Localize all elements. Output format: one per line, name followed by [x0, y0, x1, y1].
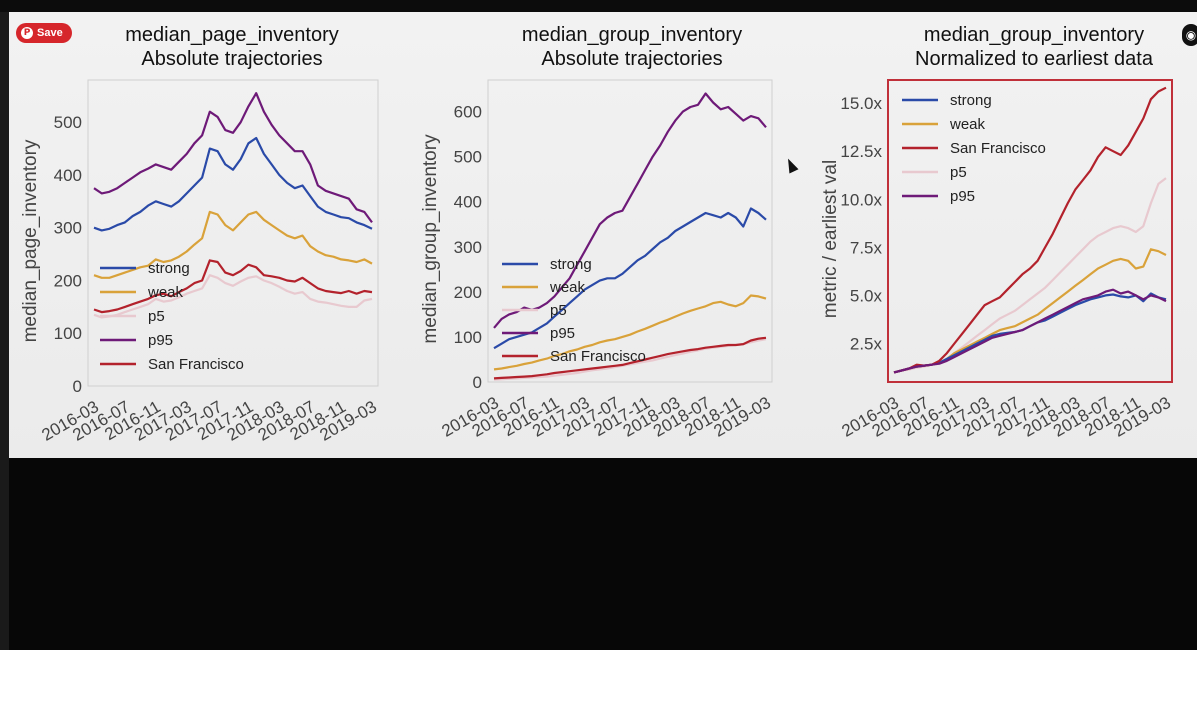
y-tick-label: 200: [454, 283, 482, 302]
series-line-strong: [893, 292, 1167, 374]
series-line-weak: [493, 294, 767, 371]
y-tick-label: 300: [54, 219, 82, 238]
pinterest-icon: P: [21, 27, 33, 39]
chart-title-line: median_page_inventory: [125, 24, 339, 46]
y-tick-label: 500: [54, 113, 82, 132]
chart-title-line: Absolute trajectories: [141, 48, 322, 70]
y-tick-label: 400: [454, 193, 482, 212]
legend-entry-label: p5: [550, 302, 567, 319]
plot-frame: [87, 79, 379, 387]
y-tick-label: 10.0x: [840, 190, 882, 209]
legend-entry-label: p5: [950, 164, 967, 181]
series-line-p95: [893, 288, 1167, 374]
chart-title-line: Absolute trajectories: [541, 48, 722, 70]
plot-frame: [887, 79, 1173, 383]
legend-entry-label: p95: [950, 188, 975, 205]
y-tick-label: 5.0x: [850, 286, 883, 305]
y-axis-label: median_group_inventory: [420, 134, 441, 344]
y-tick-label: 0: [473, 373, 482, 392]
dark-background-area: [9, 458, 1197, 650]
legend-entry-label: p5: [148, 308, 165, 325]
series-line-p95: [93, 92, 373, 224]
save-button[interactable]: P Save: [16, 23, 72, 43]
y-axis-label: median_page_inventory: [20, 139, 41, 342]
legend-entry-label: weak: [549, 279, 586, 296]
series-line-p95: [493, 92, 767, 329]
series-line-weak: [93, 210, 373, 279]
legend-entry-label: p95: [550, 325, 575, 342]
save-button-label: Save: [37, 27, 63, 39]
y-tick-label: 500: [454, 148, 482, 167]
series-line-p5: [893, 177, 1167, 374]
legend-entry-label: strong: [550, 256, 592, 273]
legend-entry-label: San Francisco: [148, 356, 244, 373]
y-tick-label: 12.5x: [840, 142, 882, 161]
chart-title-line: median_group_inventory: [522, 24, 742, 46]
legend-entry-label: strong: [950, 92, 992, 109]
left-edge-strip: [0, 12, 9, 650]
series-line-strong: [493, 207, 767, 350]
legend-entry-label: weak: [949, 116, 986, 133]
series-line-san-francisco: [493, 336, 767, 380]
series-line-san-francisco: [893, 86, 1167, 374]
chart-panel: [9, 12, 1197, 458]
y-tick-label: 0: [73, 377, 82, 396]
y-tick-label: 200: [54, 271, 82, 290]
y-tick-label: 100: [454, 328, 482, 347]
legend-entry-label: San Francisco: [550, 348, 646, 365]
y-axis-label: metric / earliest val: [820, 160, 841, 318]
series-line-p5: [93, 274, 373, 319]
y-tick-label: 7.5x: [850, 238, 883, 257]
plot-frame: [487, 79, 773, 383]
y-tick-label: 600: [454, 103, 482, 122]
chart-title-line: Normalized to earliest data: [915, 48, 1154, 70]
y-tick-label: 2.5x: [850, 335, 883, 354]
lens-icon[interactable]: ◉: [1182, 24, 1197, 46]
series-line-san-francisco: [93, 259, 373, 314]
legend-entry-label: p95: [148, 332, 173, 349]
y-tick-label: 100: [54, 324, 82, 343]
y-tick-label: 300: [454, 238, 482, 257]
chart-title-line: median_group_inventory: [924, 24, 1144, 46]
y-tick-label: 400: [54, 166, 82, 185]
legend-entry-label: weak: [147, 284, 184, 301]
legend-entry-label: San Francisco: [950, 140, 1046, 157]
legend-entry-label: strong: [148, 260, 190, 277]
y-tick-label: 15.0x: [840, 94, 882, 113]
window-top-bar: [0, 0, 1197, 12]
series-line-strong: [93, 136, 373, 232]
